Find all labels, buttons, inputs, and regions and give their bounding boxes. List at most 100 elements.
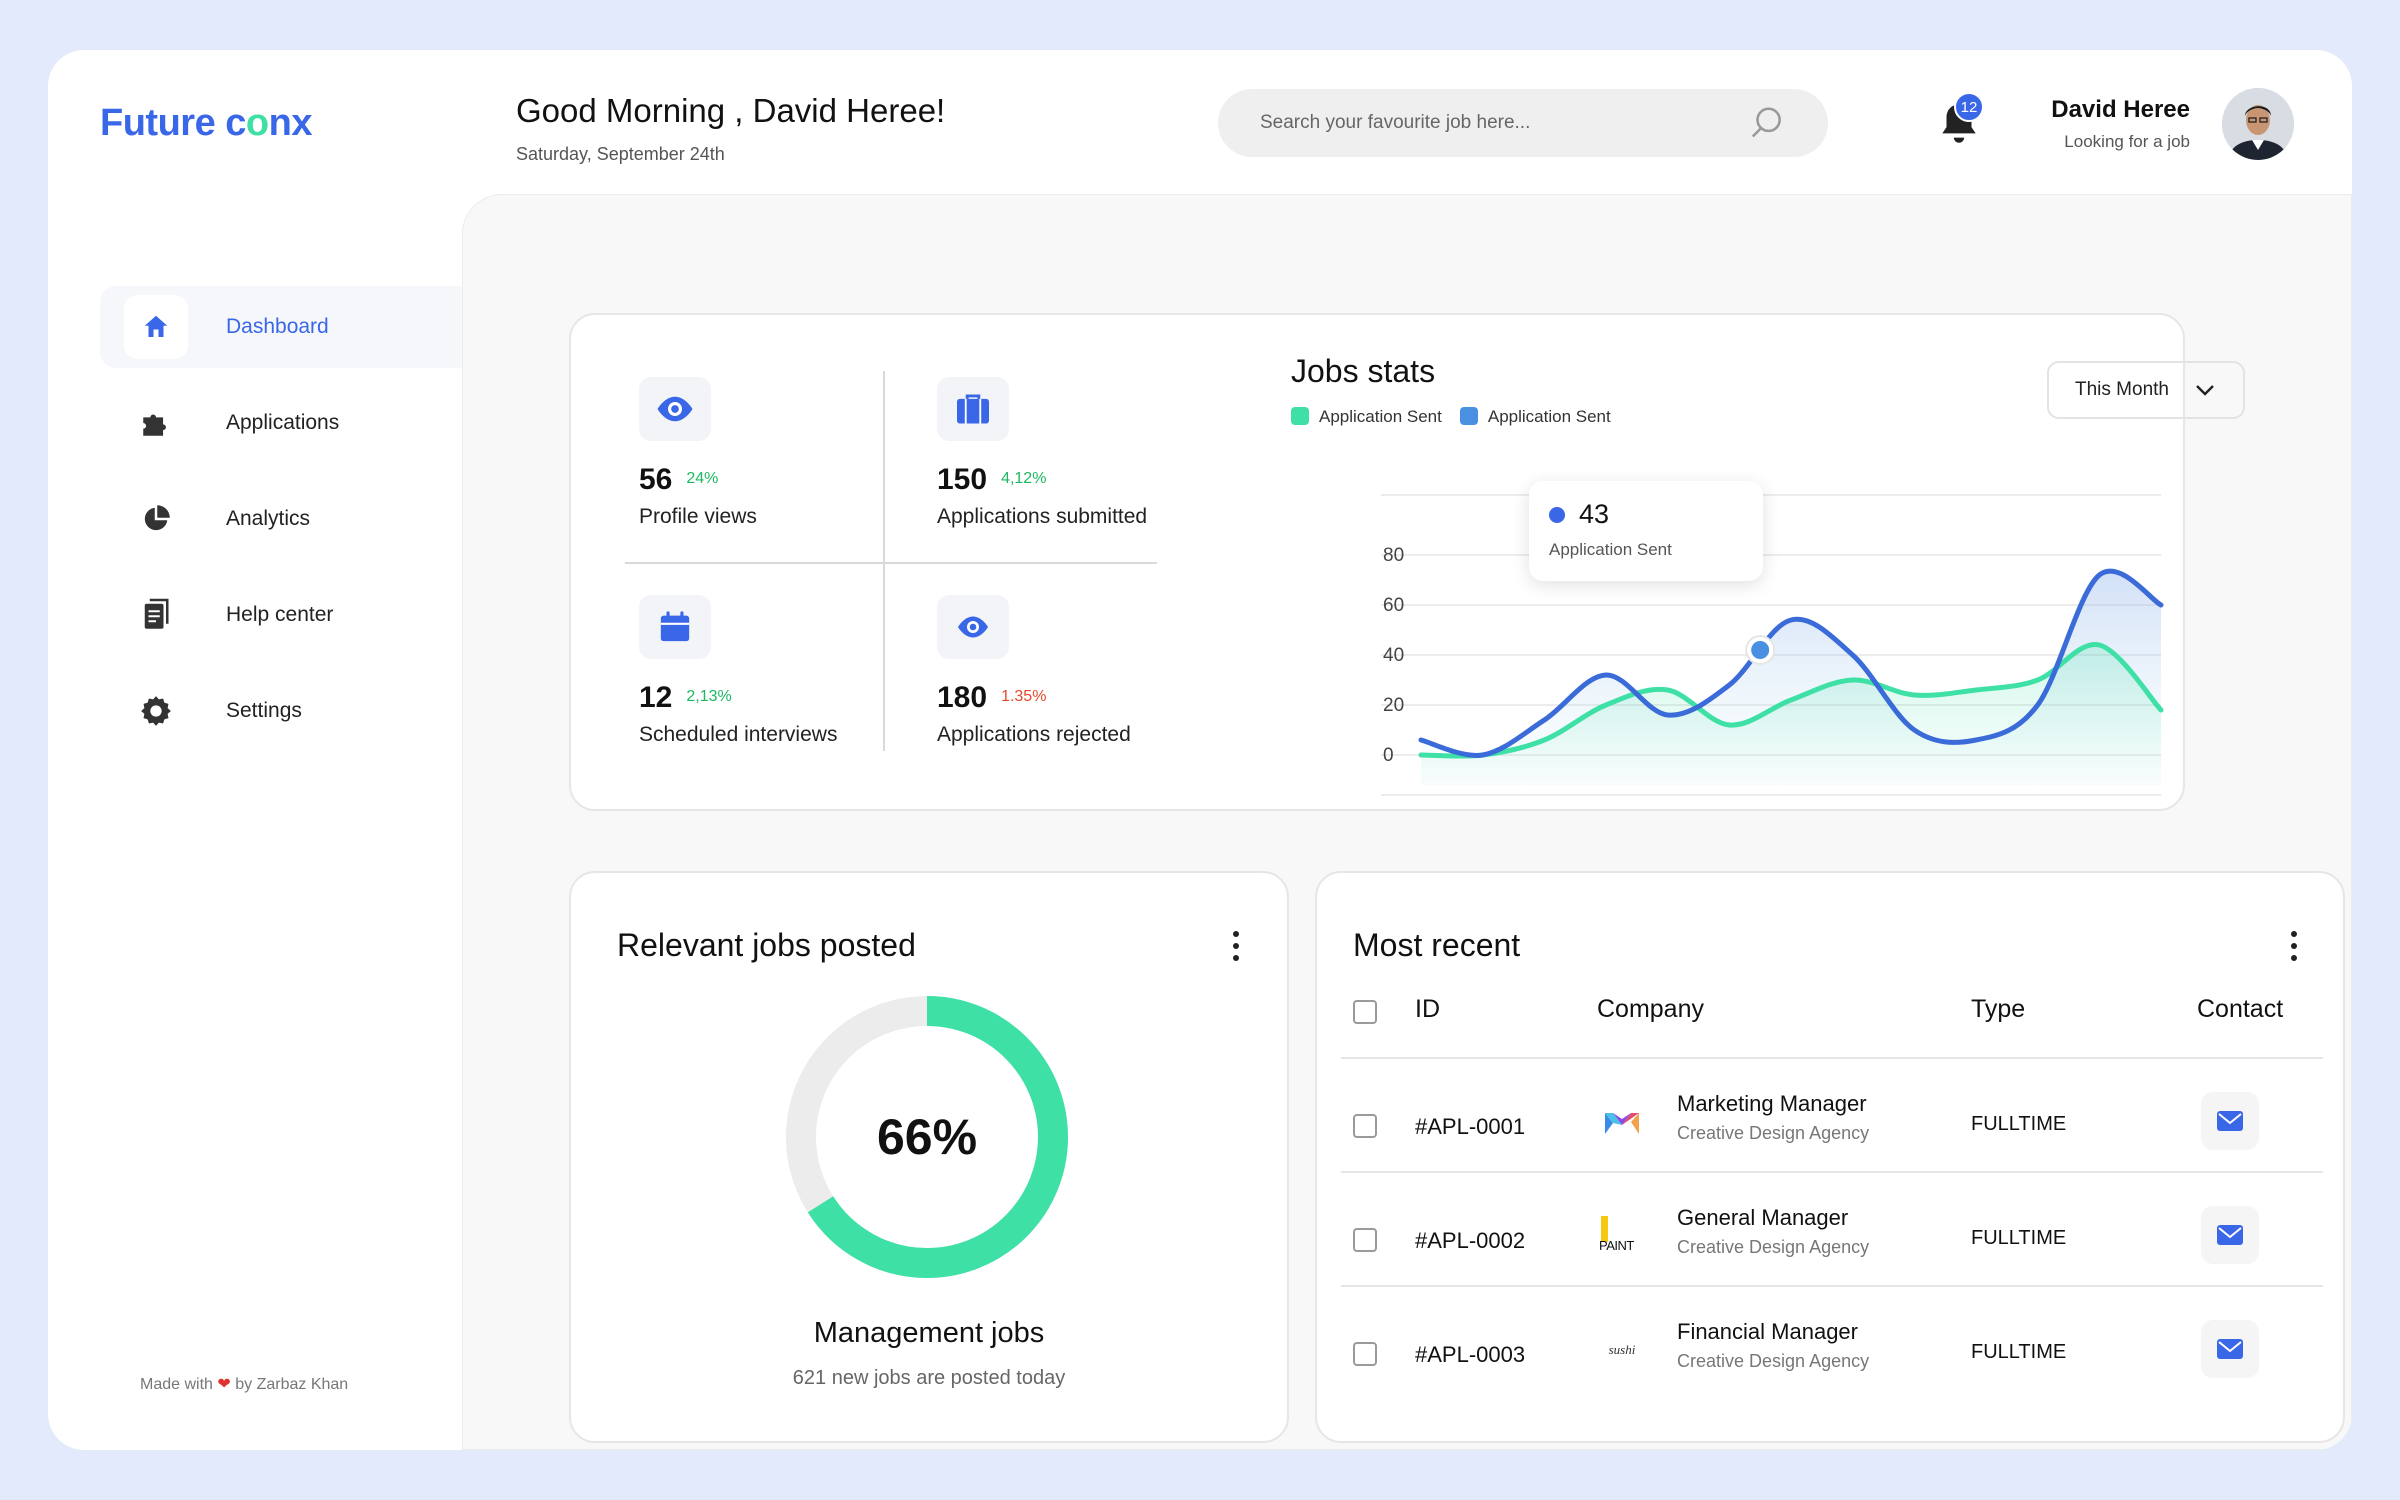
card-title: Most recent [1353, 927, 1521, 963]
row-position: Marketing Manager [1677, 1091, 1867, 1116]
sidebar-item-label: Analytics [226, 507, 311, 530]
more-options-icon[interactable] [1233, 931, 1243, 967]
sidebar-item-label: Dashboard [226, 315, 329, 338]
avatar[interactable] [2222, 88, 2294, 160]
main-content: 56 24% Profile views 150 4,12% Application… [462, 194, 2352, 1450]
legend-item: Application Sent [1459, 407, 1611, 427]
sidebar-item-label: Help center [226, 603, 334, 626]
job-category: Management jobs [813, 1317, 1045, 1349]
stat-change: 24% [686, 470, 719, 487]
donut-percent: 66% [876, 1109, 978, 1165]
stat-change: 2,13% [686, 688, 732, 705]
divider [1341, 1285, 2323, 1287]
stat-scheduled-interviews: 12 2,13% Scheduled interviews [639, 595, 837, 747]
footer-credit: Made with ❤ by Zarbaz Khan [140, 1374, 348, 1394]
current-date: Saturday, September 24th [516, 144, 725, 164]
divider [883, 371, 885, 751]
puzzle-icon [124, 391, 188, 455]
sidebar-item-analytics[interactable]: Analytics [100, 478, 512, 560]
donut-chart [786, 996, 1068, 1278]
avatar-image [2222, 88, 2294, 160]
tooltip-label: Application Sent [1549, 540, 1672, 559]
search-icon[interactable] [1748, 104, 1786, 142]
row-checkbox[interactable] [1353, 1114, 1377, 1138]
stat-value: 150 [937, 463, 988, 496]
stat-value: 56 [639, 463, 673, 496]
stat-profile-views: 56 24% Profile views [639, 377, 757, 529]
notification-badge: 12 [1954, 92, 1984, 122]
footer-prefix: Made with [140, 1376, 213, 1393]
mail-icon[interactable] [2201, 1206, 2259, 1264]
stat-change: 4,12% [1001, 470, 1047, 487]
more-options-icon[interactable] [2291, 931, 2301, 967]
mail-icon[interactable] [2201, 1092, 2259, 1150]
chart-legend: Application Sent Application Sent [1291, 407, 1611, 427]
donut-fill [786, 996, 1068, 1278]
row-type: FULLTIME [1971, 1113, 2067, 1135]
sidebar-item-applications[interactable]: Applications [100, 382, 512, 464]
job-subtitle: 621 new jobs are posted today [792, 1367, 1066, 1389]
eye-icon [937, 595, 1009, 659]
page-title: Good Morning , David Heree! [516, 92, 946, 129]
stat-value: 180 [937, 681, 988, 714]
stat-value: 12 [639, 681, 673, 714]
highlight-point[interactable] [1751, 641, 1770, 659]
y-tick-label: 40 [1383, 645, 1404, 666]
row-id: #APL-0001 [1415, 1114, 1526, 1139]
series-area [1421, 644, 2161, 785]
stat-label: Applications rejected [937, 723, 1131, 746]
row-checkbox[interactable] [1353, 1228, 1377, 1252]
greeting: Good Morning , David Heree! Saturday, Se… [516, 92, 945, 165]
column-header-type: Type [1971, 995, 2026, 1023]
brand-logo[interactable]: Future conx [100, 102, 312, 145]
chart-tooltip: 43 Application Sent [1529, 481, 1763, 581]
search-input[interactable] [1260, 112, 1748, 134]
user-status: Looking for a job [2064, 132, 2190, 151]
logo-part-2: o [245, 102, 269, 144]
row-checkbox[interactable] [1353, 1342, 1377, 1366]
m-logo-icon [1593, 1093, 1651, 1151]
stat-applications-rejected: 180 1.35% Applications rejected [937, 595, 1131, 747]
sidebar-item-dashboard[interactable]: Dashboard [100, 286, 512, 368]
search-bar[interactable] [1218, 89, 1828, 157]
mail-icon[interactable] [2201, 1320, 2259, 1378]
row-id: #APL-0003 [1415, 1342, 1526, 1367]
stat-applications-submitted: 150 4,12% Applications submitted [937, 377, 1147, 529]
row-type: FULLTIME [1971, 1341, 2067, 1363]
document-icon [124, 583, 188, 647]
legend-label: Application Sent [1319, 407, 1442, 426]
relevant-jobs-card: Relevant jobs posted 66% Management jobs… [569, 871, 1289, 1443]
footer-suffix: by Zarbaz Khan [235, 1376, 349, 1393]
sidebar-item-help-center[interactable]: Help center [100, 574, 512, 656]
user-name: David Heree [2051, 96, 2190, 123]
user-info[interactable]: David Heree Looking for a job [2051, 96, 2190, 152]
stats-card: 56 24% Profile views 150 4,12% Application… [569, 313, 2245, 811]
divider [625, 562, 1157, 564]
paint-logo-icon: PAINT [1593, 1207, 1651, 1265]
app-window: Future conx Good Morning , David Heree! … [48, 50, 2352, 1450]
column-header-contact: Contact [2197, 995, 2284, 1023]
sidebar-item-label: Applications [226, 411, 340, 434]
logo-text: PAINT [1599, 1238, 1634, 1253]
row-company: Creative Design Agency [1677, 1237, 1870, 1257]
stat-label: Scheduled interviews [639, 723, 838, 746]
select-all-checkbox[interactable] [1353, 1000, 1377, 1024]
chart-title: Jobs stats [1291, 353, 1436, 389]
stat-label: Profile views [639, 505, 757, 528]
row-type: FULLTIME [1971, 1227, 2067, 1249]
y-tick-label: 80 [1383, 545, 1404, 566]
sidebar-item-settings[interactable]: Settings [100, 670, 512, 752]
gear-icon [124, 679, 188, 743]
period-dropdown[interactable]: This Month [2047, 361, 2245, 419]
y-tick-label: 20 [1383, 695, 1404, 716]
column-header-company: Company [1597, 995, 1704, 1023]
sidebar: Dashboard Applications Analytics Help ce… [100, 286, 512, 766]
calendar-icon [639, 595, 711, 659]
logo-part-1: Future c [100, 102, 246, 144]
home-icon [124, 295, 188, 359]
card-title: Relevant jobs posted [617, 927, 916, 963]
legend-label: Application Sent [1487, 407, 1611, 426]
stat-label: Applications submitted [937, 505, 1148, 528]
row-company: Creative Design Agency [1677, 1351, 1870, 1371]
chevron-down-icon [2196, 385, 2214, 396]
